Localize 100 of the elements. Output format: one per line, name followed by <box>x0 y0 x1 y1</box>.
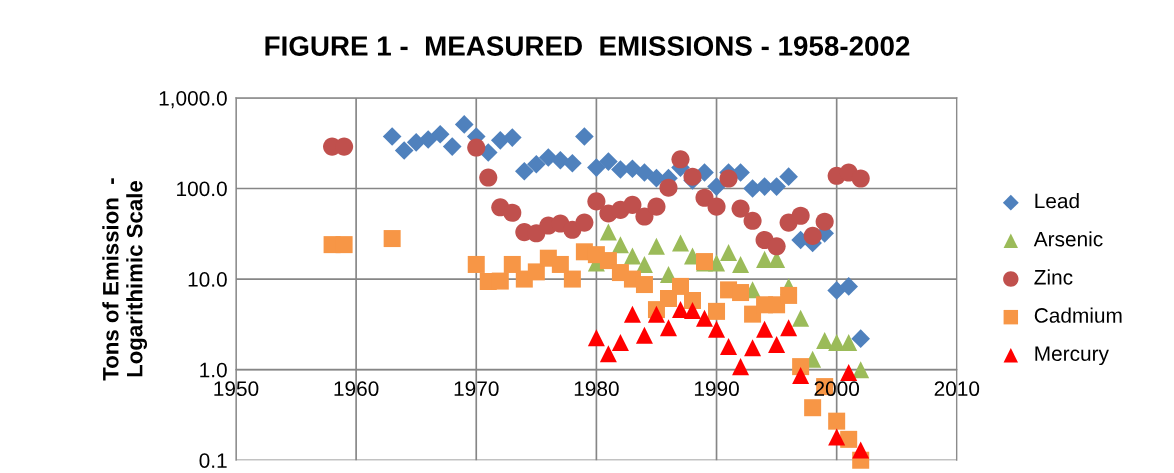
legend-label: Cadmium <box>1034 307 1122 323</box>
point <box>623 195 642 214</box>
point <box>491 272 509 290</box>
point <box>442 137 462 156</box>
point <box>839 277 858 296</box>
chart-title: FIGURE 1 - MEASURED EMISSIONS - 1958-2002 <box>265 36 910 56</box>
point <box>803 226 822 245</box>
point <box>852 361 870 379</box>
point <box>635 255 653 273</box>
point <box>430 124 450 144</box>
point <box>707 197 726 216</box>
point <box>780 286 798 304</box>
x-tick-label: 2010 <box>934 381 980 397</box>
point <box>731 199 750 218</box>
point <box>382 127 402 146</box>
point <box>792 309 810 327</box>
point <box>467 138 486 157</box>
point <box>503 203 522 222</box>
point <box>684 301 702 319</box>
point <box>791 206 810 225</box>
y-tick-label: 0.1 <box>199 453 227 468</box>
point <box>611 236 629 254</box>
point <box>671 301 689 319</box>
point <box>418 130 438 149</box>
point <box>575 213 594 232</box>
y-tick-label: 1.0 <box>200 362 227 378</box>
point <box>851 329 871 348</box>
point <box>720 244 738 262</box>
point <box>732 255 750 273</box>
x-tick-label: 1960 <box>334 381 379 397</box>
point <box>647 237 665 255</box>
point <box>671 150 690 169</box>
x-tick-label: 1980 <box>574 381 619 397</box>
point <box>851 169 870 188</box>
point <box>647 305 665 323</box>
point <box>696 309 714 327</box>
point <box>828 412 846 430</box>
point <box>635 326 653 344</box>
point <box>599 252 617 270</box>
point <box>852 441 870 459</box>
point <box>587 192 606 211</box>
x-tick-label: 1990 <box>694 381 739 397</box>
point <box>647 197 666 216</box>
point <box>467 255 485 273</box>
point <box>720 338 738 356</box>
point <box>708 320 726 338</box>
point <box>780 319 798 337</box>
point <box>623 305 641 323</box>
y-tick-label: 1,000.0 <box>159 90 227 109</box>
point <box>719 169 738 188</box>
point <box>635 163 654 182</box>
point <box>454 115 474 134</box>
y-axis-title: Tons of Emission - Logarithimic Scale <box>102 178 148 381</box>
point <box>840 430 858 448</box>
point <box>792 367 810 385</box>
point <box>599 152 618 171</box>
point <box>659 290 677 308</box>
point <box>768 335 786 353</box>
point <box>335 236 353 254</box>
legend-label: Zinc <box>1034 269 1073 285</box>
point <box>479 168 498 187</box>
point <box>708 302 726 320</box>
point <box>827 281 846 300</box>
point <box>684 291 702 309</box>
point <box>623 247 641 265</box>
point <box>635 207 654 226</box>
point <box>502 128 522 147</box>
point <box>514 161 534 181</box>
point <box>671 277 689 295</box>
point <box>707 177 726 196</box>
point <box>623 159 642 179</box>
point <box>563 153 582 173</box>
legend-label: Arsenic <box>1033 231 1103 247</box>
point <box>804 399 822 417</box>
legend-label: Mercury <box>1035 346 1109 366</box>
point <box>611 333 629 351</box>
point <box>659 319 677 337</box>
x-tick-label: 1950 <box>214 381 259 397</box>
point <box>695 188 714 207</box>
legend-label: Lead <box>1035 193 1079 209</box>
point <box>575 127 594 146</box>
point <box>840 364 858 382</box>
point <box>779 167 798 186</box>
y-tick-label: 100.0 <box>177 181 227 197</box>
point <box>527 263 545 281</box>
point <box>599 345 617 363</box>
point <box>383 230 401 248</box>
point <box>587 329 605 347</box>
point <box>551 255 569 273</box>
point <box>756 320 774 338</box>
point <box>732 358 750 376</box>
point <box>743 211 762 230</box>
point <box>503 255 521 273</box>
point <box>659 178 678 197</box>
point <box>563 270 581 288</box>
point <box>767 237 786 256</box>
point <box>683 167 702 186</box>
point <box>635 276 653 294</box>
x-tick-label: 1970 <box>454 381 499 397</box>
point <box>815 212 834 231</box>
